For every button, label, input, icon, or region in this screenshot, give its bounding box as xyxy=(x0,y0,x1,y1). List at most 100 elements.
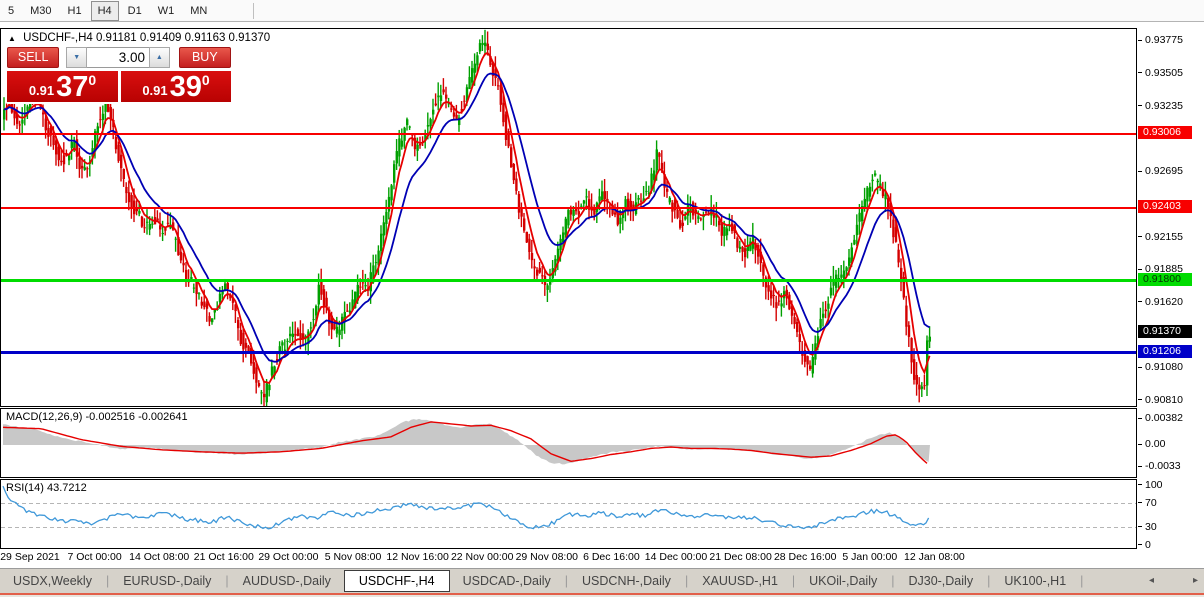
timeframe-button-D1[interactable]: D1 xyxy=(127,4,142,17)
rsi-axis[interactable]: 100 70 30 0 xyxy=(1138,478,1204,551)
sell-price-point: 0 xyxy=(88,72,97,88)
chart-tab-USDCHF-H4[interactable]: USDCHF-,H4 xyxy=(343,570,450,592)
chart-tab-EURUSD-Daily[interactable]: EURUSD-,Daily xyxy=(123,574,212,588)
date-axis[interactable]: 29 Sep 2021 7 Oct 00:00 14 Oct 08:00 21 Oct… xyxy=(0,550,1137,566)
date-label: 14 Oct 08:00 xyxy=(129,551,190,563)
rsi-tick-label: 100 xyxy=(1145,478,1163,491)
timeframe-button-W1[interactable]: W1 xyxy=(157,4,175,17)
sell-price-prefix: 0.91 xyxy=(28,83,55,98)
sell-button[interactable]: SELL xyxy=(7,46,60,68)
rsi-tick: 70 xyxy=(1138,497,1157,509)
price-badge-0.92403: 0.92403 xyxy=(1138,199,1192,213)
tab-scroll-right-icon[interactable]: ▸ xyxy=(1192,575,1198,586)
sell-price-display[interactable]: 0.91 37 0 xyxy=(7,71,118,102)
macd-tick-label: 0.00382 xyxy=(1145,412,1183,425)
level-line-0.918[interactable] xyxy=(1,279,1136,283)
price-tick-label: 0.93775 xyxy=(1145,34,1183,46)
macd-tick-label: 0.00 xyxy=(1145,438,1166,450)
date-label: 5 Jan 00:00 xyxy=(842,551,898,563)
timeframe-toolbar: 5 M30 H1 H4 D1 W1 MN xyxy=(0,0,1204,22)
tick-dash xyxy=(1138,268,1142,270)
date-label: 6 Dec 16:00 xyxy=(583,551,640,563)
date-label: 29 Nov 08:00 xyxy=(515,551,579,563)
chart-tab-XAUUSD-H1[interactable]: XAUUSD-,H1 xyxy=(702,574,778,588)
chart-tab-USDCNH-Daily[interactable]: USDCNH-,Daily xyxy=(582,574,671,588)
price-tick: 0.92155 xyxy=(1138,231,1183,243)
chart-tab-AUDUSD-Daily[interactable]: AUDUSD-,Daily xyxy=(242,574,331,588)
buy-price-point: 0 xyxy=(201,72,210,88)
collapse-arrow-icon[interactable]: ▲ xyxy=(8,34,16,43)
volume-input[interactable] xyxy=(87,46,149,68)
chart-title: ▲ USDCHF-,H4 0.91181 0.91409 0.91163 0.9… xyxy=(8,32,270,44)
date-label: 5 Nov 08:00 xyxy=(324,551,382,563)
timeframe-button-5[interactable]: 5 xyxy=(8,4,15,17)
rsi-current-value: 43.7212 xyxy=(46,482,87,494)
date-label: 12 Jan 08:00 xyxy=(904,551,965,563)
volume-decrease-button[interactable]: ▼ xyxy=(66,46,87,68)
date-label: 12 Nov 16:00 xyxy=(386,551,449,563)
macd-tick: -0.0033 xyxy=(1138,460,1181,472)
buy-price-display[interactable]: 0.91 39 0 xyxy=(121,71,231,102)
level-line-0.91206[interactable] xyxy=(1,351,1136,355)
rsi-indicator-pane[interactable]: RSI(14) 43.7212 xyxy=(0,479,1137,549)
volume-increase-button[interactable]: ▲ xyxy=(149,46,170,68)
tick-dash xyxy=(1138,484,1142,485)
timeframe-button-M30[interactable]: M30 xyxy=(30,4,52,17)
timeframe-button-H4[interactable]: H4 xyxy=(90,0,119,21)
macd-indicator-pane[interactable]: MACD(12,26,9) -0.002516 -0.002641 xyxy=(0,408,1137,478)
price-axis[interactable]: 0.93775 0.93505 0.93235 0.92695 0.92155 0.918… xyxy=(1138,28,1204,407)
tick-dash xyxy=(1138,236,1142,238)
rsi-tick: 30 xyxy=(1138,521,1157,533)
price-badge-0.91206: 0.91206 xyxy=(1138,344,1192,358)
tab-scroll-left-icon[interactable]: ◂ xyxy=(1148,575,1154,586)
macd-label: MACD(12,26,9) -0.002516 -0.002641 xyxy=(6,411,188,423)
timeframe-button-MN[interactable]: MN xyxy=(190,4,208,17)
chart-tab-UKOil-Daily[interactable]: UKOil-,Daily xyxy=(809,574,878,588)
main-chart-pane[interactable]: ▲ USDCHF-,H4 0.91181 0.91409 0.91163 0.9… xyxy=(0,28,1137,407)
tick-dash xyxy=(1138,301,1142,303)
tick-dash xyxy=(1138,502,1142,503)
tick-dash xyxy=(1138,544,1142,545)
tick-dash xyxy=(1138,39,1142,41)
date-label: 29 Sep 2021 xyxy=(0,551,60,563)
chart-tab-USDCAD-Daily[interactable]: USDCAD-,Daily xyxy=(462,574,551,588)
tick-dash xyxy=(1138,72,1142,74)
timeframe-button-H1[interactable]: H1 xyxy=(67,4,82,17)
tick-dash xyxy=(1138,105,1142,107)
buy-button[interactable]: BUY xyxy=(178,46,231,68)
level-line-0.92403[interactable] xyxy=(1,206,1136,209)
price-tick-label: 0.91080 xyxy=(1145,361,1183,374)
ohlc-values: 0.91181 0.91409 0.91163 0.91370 xyxy=(95,32,271,44)
candlestick-chart xyxy=(3,29,931,406)
date-label: 22 Nov 00:00 xyxy=(450,551,514,563)
date-label: 21 Oct 16:00 xyxy=(193,551,254,563)
rsi-tick: 0 xyxy=(1138,539,1151,551)
level-line-0.93006[interactable] xyxy=(1,133,1136,136)
macd-axis[interactable]: 0.00382 0.00 -0.0033 xyxy=(1138,408,1204,478)
chart-tab-bar: ◂ ▸ USDX,Weekly | EURUSD-,Daily | AUDUSD-,Da… xyxy=(0,568,1204,593)
price-badge-0.93006: 0.93006 xyxy=(1138,126,1192,140)
chart-tab-USDX-Weekly[interactable]: USDX,Weekly xyxy=(13,574,92,588)
price-tick: 0.92695 xyxy=(1138,165,1183,177)
date-label: 14 Dec 00:00 xyxy=(644,551,708,563)
tick-dash xyxy=(1138,443,1142,445)
macd-tick-label: -0.0033 xyxy=(1145,460,1181,473)
price-tick-label: 0.92155 xyxy=(1145,230,1183,243)
tick-dash xyxy=(1138,465,1142,467)
price-badge-0.9137: 0.91370 xyxy=(1138,325,1192,338)
tab-separator: | xyxy=(1080,574,1084,588)
buy-price-pips: 39 xyxy=(169,71,202,103)
tick-dash xyxy=(1138,170,1142,172)
rsi-tick-label: 0 xyxy=(1145,538,1151,551)
price-tick-label: 0.93505 xyxy=(1145,66,1183,79)
chart-tab-UK100-H1[interactable]: UK100-,H1 xyxy=(1004,574,1067,588)
macd-tick: 0.00382 xyxy=(1138,412,1183,424)
tab-separator: | xyxy=(564,574,569,588)
price-tick: 0.91885 xyxy=(1138,263,1183,275)
macd-tick: 0.00 xyxy=(1138,438,1165,450)
price-tick-label: 0.91620 xyxy=(1145,295,1183,308)
chart-tab-DJ30-Daily[interactable]: DJ30-,Daily xyxy=(908,574,974,588)
tick-dash xyxy=(1138,366,1142,368)
one-click-trading-widget: SELL ▼ ▲ BUY 0.91 37 0 0.91 39 0 xyxy=(5,44,233,104)
tick-dash xyxy=(1138,399,1142,401)
